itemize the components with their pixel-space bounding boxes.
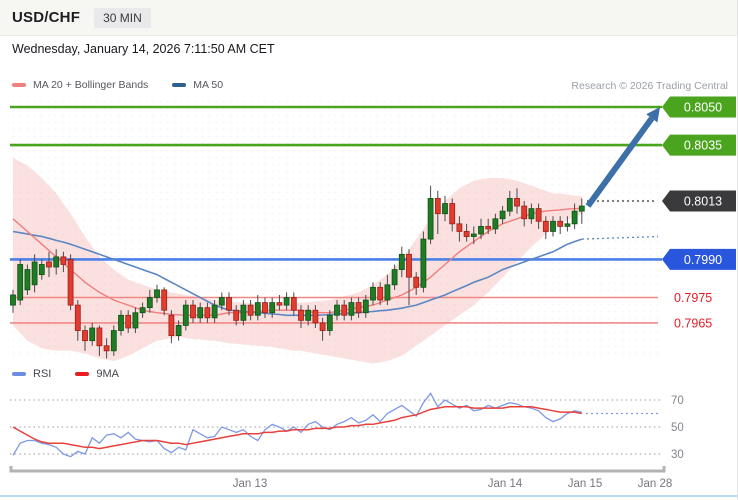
x-axis-line bbox=[9, 466, 666, 473]
price-tag-text-0.8035: 0.8035 bbox=[684, 139, 722, 153]
rsi-level-label-70: 70 bbox=[671, 395, 684, 407]
timeframe-badge: 30 MIN bbox=[94, 7, 151, 28]
x-axis-label-jan-15: Jan 15 bbox=[568, 478, 603, 490]
bottom-border-line bbox=[0, 495, 737, 497]
ma50-label: MA 50 bbox=[193, 79, 224, 91]
forecast-arrow-head bbox=[646, 107, 660, 123]
rsi-legend: RSI 9MA bbox=[12, 368, 119, 380]
x-axis-label-jan-13: Jan 13 bbox=[233, 478, 268, 490]
rsi-swatch bbox=[12, 372, 26, 376]
rsi-level-label-50: 50 bbox=[671, 422, 684, 434]
rsi-ma9-label: 9MA bbox=[96, 368, 119, 380]
price-tag-text-0.7990: 0.7990 bbox=[684, 253, 722, 267]
x-axis-label-jan-14: Jan 14 bbox=[488, 478, 523, 490]
price-tag-0.8050 bbox=[662, 96, 736, 118]
price-tag-0.8013 bbox=[662, 190, 736, 212]
candlesticks bbox=[10, 185, 585, 359]
ma50-swatch bbox=[172, 83, 187, 87]
ma20-bollinger-label: MA 20 + Bollinger Bands bbox=[33, 79, 149, 91]
header-bar: USD/CHF 30 MIN bbox=[0, 0, 737, 36]
price-label-text-0.7965: 0.7965 bbox=[674, 316, 712, 330]
price-tag-text-0.8050: 0.8050 bbox=[684, 101, 722, 115]
x-axis-label-jan-28: Jan 28 bbox=[638, 478, 673, 490]
forecast-arrow-shaft bbox=[585, 116, 655, 208]
price-tag-0.7990 bbox=[662, 248, 736, 270]
ma50-line bbox=[12, 230, 583, 317]
ma20-bollinger-swatch bbox=[12, 83, 26, 87]
price-tag-0.8035 bbox=[662, 134, 736, 156]
rsi-line bbox=[12, 392, 582, 458]
chart-datetime: Wednesday, January 14, 2026 7:11:50 AM C… bbox=[12, 42, 275, 56]
rsi-label: RSI bbox=[33, 368, 52, 380]
ma20-line bbox=[12, 207, 582, 316]
symbol-title: USD/CHF bbox=[12, 9, 81, 26]
research-credit: Research © 2026 Trading Central bbox=[571, 80, 728, 92]
rsi-ma9-line bbox=[12, 406, 582, 450]
rsi-ma9-swatch bbox=[75, 372, 90, 376]
rsi-level-label-30: 30 bbox=[671, 449, 684, 461]
price-tag-text-0.8013: 0.8013 bbox=[684, 194, 722, 208]
price-label-text-0.7975: 0.7975 bbox=[674, 291, 712, 305]
main-chart-legend: MA 20 + Bollinger Bands MA 50 bbox=[12, 79, 223, 91]
ma50-projection-dotted-line bbox=[581, 235, 659, 240]
